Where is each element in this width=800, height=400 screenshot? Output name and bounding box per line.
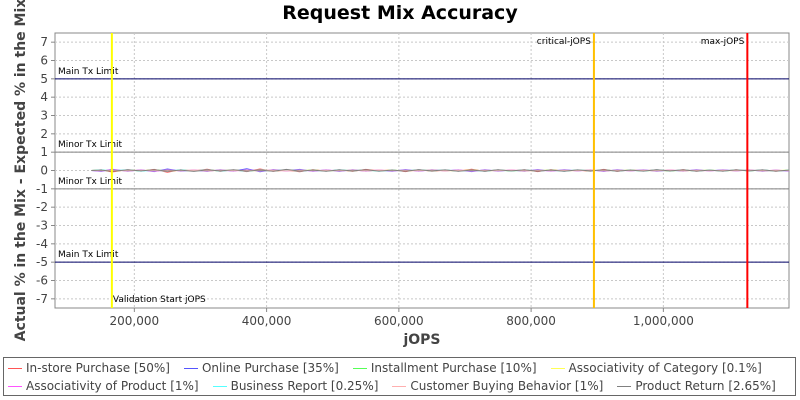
x-tick-label: 400,000 (242, 314, 292, 328)
marker-label: Validation Start jOPS (113, 295, 206, 305)
limit-line-label: Minor Tx Limit (58, 177, 123, 187)
legend-swatch (392, 385, 407, 387)
series-line (91, 168, 790, 172)
legend: In-store Purchase [50%] Online Purchase [… (3, 357, 796, 396)
y-tick-label: 4 (40, 90, 48, 104)
legend-item: Business Report [0.25%] (212, 379, 379, 393)
legend-swatch (8, 385, 22, 387)
limit-line-label: Minor Tx Limit (58, 140, 123, 150)
x-tick-label: 800,000 (506, 314, 556, 328)
x-axis-ticks: 200,000 400,000 600,000 800,000 1,000,000 (110, 308, 694, 328)
y-tick-label: 6 (40, 54, 48, 68)
legend-row: In-store Purchase [50%] Online Purchase [… (8, 359, 776, 377)
legend-swatch (617, 385, 632, 387)
legend-label: Business Report [0.25%] (230, 379, 379, 393)
y-tick-label: 3 (40, 109, 48, 123)
marker-label: max-jOPS (701, 37, 745, 47)
series-lines (91, 168, 790, 173)
legend-item: Customer Buying Behavior [1%] (392, 379, 603, 393)
legend-swatch (183, 367, 198, 369)
y-tick-label: 0 (40, 164, 48, 178)
y-axis-ticks: -7 -6 -5 -4 -3 -2 -1 0 1 2 3 4 5 6 7 (36, 35, 55, 306)
limit-line-label: Main Tx Limit (58, 250, 119, 260)
y-tick-label: -2 (36, 200, 48, 214)
legend-label: Associativity of Category [0.1%] (568, 361, 762, 375)
legend-item: In-store Purchase [50%] (8, 361, 170, 375)
y-tick-label: -4 (36, 237, 48, 251)
marker-label: critical-jOPS (537, 37, 591, 47)
legend-item: Associativity of Category [0.1%] (550, 361, 762, 375)
x-tick-label: 1,000,000 (633, 314, 694, 328)
x-tick-label: 200,000 (110, 314, 160, 328)
y-tick-label: -5 (36, 255, 48, 269)
legend-item: Associativity of Product [1%] (8, 379, 199, 393)
legend-label: In-store Purchase [50%] (26, 361, 170, 375)
vertical-markers: Validation Start jOPS critical-jOPS max-jO… (110, 33, 749, 308)
chart-title: Request Mix Accuracy (282, 2, 518, 24)
y-tick-label: 5 (40, 72, 48, 86)
legend-label: Installment Purchase [10%] (370, 361, 537, 375)
y-axis-title: Actual % in the Mix - Expected % in the … (13, 0, 29, 341)
legend-item: Installment Purchase [10%] (352, 361, 537, 375)
legend-item: Online Purchase [35%] (183, 361, 339, 375)
legend-swatch (8, 367, 22, 369)
y-tick-label: 1 (40, 145, 48, 159)
legend-swatch (550, 367, 565, 369)
y-tick-label: -7 (36, 292, 48, 306)
limit-line-label: Main Tx Limit (58, 67, 119, 77)
y-tick-label: 7 (40, 35, 48, 49)
y-tick-label: -6 (36, 274, 48, 288)
legend-row: Associativity of Product [1%] Business Re… (8, 377, 790, 395)
reference-lines: Main Tx Limit Minor Tx Limit Minor Tx Limi… (55, 67, 789, 263)
y-tick-label: 2 (40, 127, 48, 141)
legend-label: Product Return [2.65%] (635, 379, 776, 393)
y-tick-label: -1 (36, 182, 48, 196)
legend-label: Online Purchase [35%] (201, 361, 339, 375)
legend-item: Product Return [2.65%] (617, 379, 776, 393)
legend-swatch (212, 385, 227, 387)
y-tick-label: -3 (36, 219, 48, 233)
x-axis-title: jOPS (402, 332, 440, 348)
x-tick-label: 600,000 (374, 314, 424, 328)
legend-swatch (352, 367, 367, 369)
legend-label: Customer Buying Behavior [1%] (410, 379, 604, 393)
legend-label: Associativity of Product [1%] (26, 379, 199, 393)
